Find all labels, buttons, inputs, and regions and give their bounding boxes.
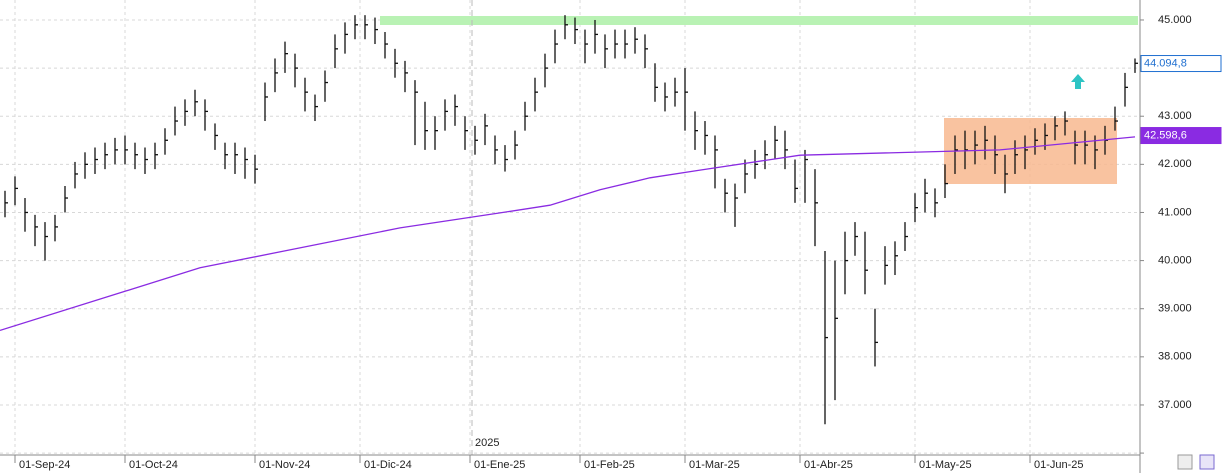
x-tick-label: 01-Mar-25 <box>689 459 740 471</box>
x-tick-label: 01-Feb-25 <box>584 459 635 471</box>
y-tick-label: 38.000 <box>1158 351 1192 363</box>
x-tick-label: 01-Ene-25 <box>474 459 525 471</box>
x-tick-label: 01-Sep-24 <box>19 459 70 471</box>
resistance-band <box>380 16 1138 25</box>
up-arrow <box>1071 74 1085 89</box>
icon-button[interactable] <box>1177 454 1193 470</box>
y-tick-label: 42.000 <box>1158 158 1192 170</box>
price-marker-label: 42.598,6 <box>1144 129 1187 141</box>
axes: 37.000 38.000 39.000 40.000 41.000 42.000 43.0… <box>14 14 1222 471</box>
year-label: 2025 <box>475 437 499 449</box>
y-tick-label: 43.000 <box>1158 110 1192 122</box>
icon-button[interactable] <box>1199 454 1215 470</box>
x-tick-label: 01-Nov-24 <box>259 459 310 471</box>
y-tick-label: 41.000 <box>1158 206 1192 218</box>
y-tick-label: 45.000 <box>1158 14 1192 26</box>
price-marker <box>1140 55 1222 73</box>
x-tick-label: 01-Oct-24 <box>129 459 178 471</box>
y-tick-label: 39.000 <box>1158 303 1192 315</box>
plot <box>0 15 1138 425</box>
x-tick-label: 01-Abr-25 <box>804 459 853 471</box>
y-tick-label: 40.000 <box>1158 254 1192 266</box>
x-tick-label: 01-Jun-25 <box>1034 459 1084 471</box>
price-marker <box>1140 127 1222 145</box>
x-tick-label: 01-Dic-24 <box>364 459 412 471</box>
price-marker-label: 44.094,8 <box>1144 57 1187 69</box>
x-tick-label: 01-May-25 <box>919 459 972 471</box>
y-tick-label: 37.000 <box>1158 399 1192 411</box>
moving-average <box>0 136 1136 332</box>
